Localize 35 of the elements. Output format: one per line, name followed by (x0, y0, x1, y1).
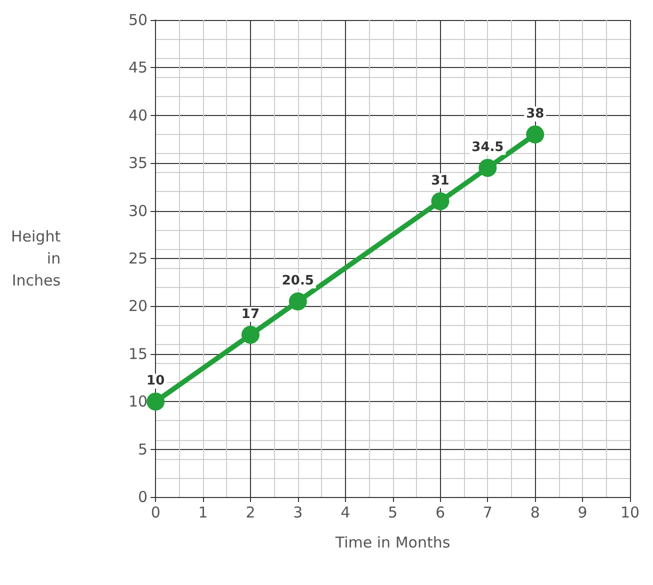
text: 31 (431, 173, 450, 188)
y-tick-label: 0 (138, 488, 148, 506)
y-tick-label: 15 (128, 344, 148, 363)
text: 20.5 (282, 273, 314, 288)
y-tick-label: 10 (128, 392, 148, 411)
point (478, 158, 497, 177)
x-tick-label: 9 (578, 504, 588, 522)
y-tick-label: 20 (128, 297, 148, 316)
x-tick-label: 10 (620, 504, 640, 522)
x-axis-title: Time in Months (334, 534, 450, 552)
y-tick-label: 25 (128, 250, 148, 268)
x-tick-label: 4 (340, 504, 350, 522)
y-tick-label: 50 (128, 11, 148, 29)
x-tick-label: 3 (293, 504, 303, 522)
text: 34.5 (472, 140, 504, 155)
x-tick-label: 8 (530, 504, 540, 522)
x-tick-label: 1 (198, 504, 208, 522)
y-axis-title: Height in Inches (10, 228, 61, 290)
point (241, 326, 260, 344)
x-tick-label: 6 (435, 504, 446, 522)
text: 17 (241, 306, 260, 322)
y-tick-label: 30 (128, 202, 148, 220)
point (146, 392, 165, 411)
y-tick-label: 5 (138, 440, 148, 458)
x-tick-label: 0 (150, 504, 160, 522)
x-tick-label: 2 (246, 504, 256, 522)
text: 38 (526, 106, 544, 122)
y-tick-label: 35 (128, 154, 148, 172)
x-tick-label: 7 (482, 504, 492, 522)
x-tick-label: 5 (388, 504, 398, 522)
point (431, 192, 450, 210)
y-tick-label: 40 (128, 106, 148, 124)
point (526, 125, 544, 144)
y-tick-label: 45 (128, 58, 148, 77)
point (288, 292, 307, 310)
